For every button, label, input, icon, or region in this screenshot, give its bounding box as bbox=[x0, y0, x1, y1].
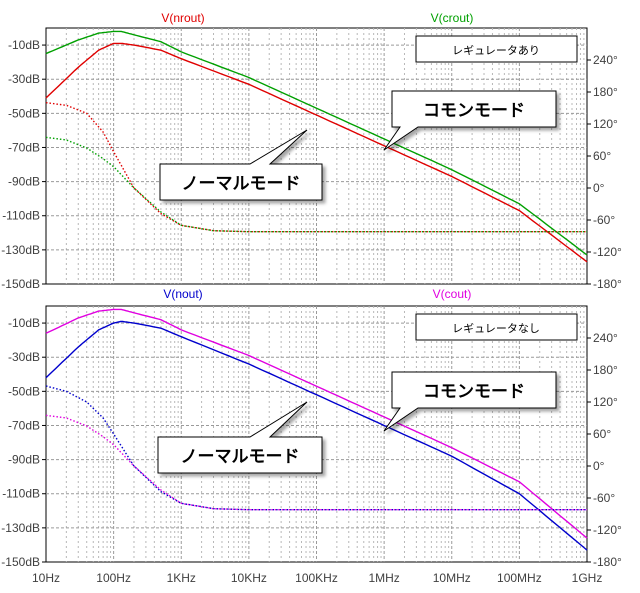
bottom-series-group bbox=[45, 308, 588, 551]
series-bottom-v-nout-magnitude bbox=[45, 320, 588, 551]
y-left-tick-label: -10dB bbox=[8, 38, 40, 52]
series-top-v-nrout-phase bbox=[45, 102, 587, 233]
top-right-axis-labels: 240° 180° 120° 60° 0° -60° -120° -180° bbox=[587, 53, 622, 291]
top-left-axis-labels: -10dB -30dB -50dB -70dB -90dB -110dB -130dB -15… bbox=[1, 38, 46, 291]
y-right-tick-label: -120° bbox=[593, 523, 622, 537]
legend-nout: V(nout) bbox=[163, 287, 202, 301]
x-tick-label: 100KHz bbox=[295, 571, 338, 585]
y-right-tick-label: -120° bbox=[593, 245, 622, 259]
y-right-tick-label: -180° bbox=[593, 555, 622, 569]
y-right-tick-label: -180° bbox=[593, 277, 622, 291]
y-right-tick-label: -60° bbox=[593, 213, 615, 227]
legend-cout: V(cout) bbox=[433, 287, 472, 301]
x-tick-label: 10KHz bbox=[231, 571, 267, 585]
bottom-normal-mode-callout: ノーマルモード bbox=[157, 401, 323, 474]
legend-nrout: V(nrout) bbox=[161, 11, 204, 25]
series-bottom-v-cout-magnitude bbox=[45, 308, 588, 539]
y-right-tick-label: 180° bbox=[593, 363, 618, 377]
x-tick-label: 10MHz bbox=[433, 571, 471, 585]
top-common-mode-callout: コモンモード bbox=[383, 90, 557, 151]
bottom-panel: -10dB -30dB -50dB -70dB -90dB -110dB -130dB -15… bbox=[1, 287, 622, 569]
y-right-tick-label: 0° bbox=[593, 181, 605, 195]
y-left-tick-label: -150dB bbox=[1, 555, 40, 569]
y-right-tick-label: 120° bbox=[593, 117, 618, 131]
series-top-v-crout-magnitude bbox=[45, 30, 588, 256]
legend-crout: V(crout) bbox=[431, 11, 474, 25]
bottom-box-label: レギュレータなし bbox=[452, 322, 540, 335]
x-axis-labels: 10Hz 100Hz 1KHz 10KHz 100KHz 1MHz 10MHz 100MHz 1… bbox=[32, 571, 602, 585]
top-box-frame bbox=[415, 35, 578, 63]
y-left-tick-label: -70dB bbox=[8, 418, 40, 432]
y-left-tick-label: -90dB bbox=[8, 453, 40, 467]
y-left-tick-label: -130dB bbox=[1, 521, 40, 535]
y-left-tick-label: -50dB bbox=[8, 106, 40, 120]
y-left-tick-label: -110dB bbox=[2, 209, 40, 223]
x-tick-label: 1MHz bbox=[368, 571, 399, 585]
top-series-group bbox=[45, 30, 588, 263]
y-right-tick-label: 120° bbox=[593, 395, 618, 409]
y-left-tick-label: -70dB bbox=[8, 140, 40, 154]
y-right-tick-label: 60° bbox=[593, 427, 611, 441]
top-normal-mode-label: ノーマルモード bbox=[182, 174, 301, 194]
y-left-tick-label: -90dB bbox=[8, 175, 40, 189]
top-common-mode-label: コモンモード bbox=[423, 101, 525, 121]
bottom-common-mode-label: コモンモード bbox=[423, 382, 525, 402]
y-right-tick-label: 180° bbox=[593, 85, 618, 99]
y-left-tick-label: -10dB bbox=[8, 316, 40, 330]
x-tick-label: 1KHz bbox=[167, 571, 196, 585]
bottom-left-axis-labels: -10dB -30dB -50dB -70dB -90dB -110dB -130dB -15… bbox=[1, 316, 46, 569]
series-bottom-v-cout-phase bbox=[45, 414, 587, 511]
y-left-tick-label: -130dB bbox=[1, 243, 40, 257]
bottom-right-axis-labels: 240° 180° 120° 60° 0° -60° -120° -180° bbox=[587, 331, 622, 569]
y-left-tick-label: -150dB bbox=[1, 277, 40, 291]
bottom-box-frame bbox=[415, 313, 578, 341]
y-left-tick-label: -110dB bbox=[2, 487, 40, 501]
top-box-label: レギュレータあり bbox=[452, 44, 540, 57]
bottom-common-mode-callout: コモンモード bbox=[383, 371, 557, 432]
y-right-tick-label: -60° bbox=[593, 491, 615, 505]
x-tick-label: 100Hz bbox=[96, 571, 131, 585]
y-right-tick-label: 60° bbox=[593, 149, 611, 163]
y-left-tick-label: -30dB bbox=[8, 72, 40, 86]
x-tick-label: 100MHz bbox=[497, 571, 542, 585]
series-top-v-crout-phase bbox=[45, 136, 587, 233]
y-left-tick-label: -50dB bbox=[8, 384, 40, 398]
top-normal-mode-callout: ノーマルモード bbox=[159, 129, 323, 201]
y-right-tick-label: 240° bbox=[593, 53, 618, 67]
y-right-tick-label: 240° bbox=[593, 331, 618, 345]
series-top-v-nrout-magnitude bbox=[45, 42, 588, 263]
x-tick-label: 1GHz bbox=[572, 571, 603, 585]
y-right-tick-label: 0° bbox=[593, 459, 605, 473]
bottom-normal-mode-label: ノーマルモード bbox=[181, 447, 300, 467]
top-panel: -10dB -30dB -50dB -70dB -90dB -110dB -130dB -15… bbox=[1, 11, 622, 291]
x-tick-label: 10Hz bbox=[32, 571, 60, 585]
y-left-tick-label: -30dB bbox=[8, 350, 40, 364]
